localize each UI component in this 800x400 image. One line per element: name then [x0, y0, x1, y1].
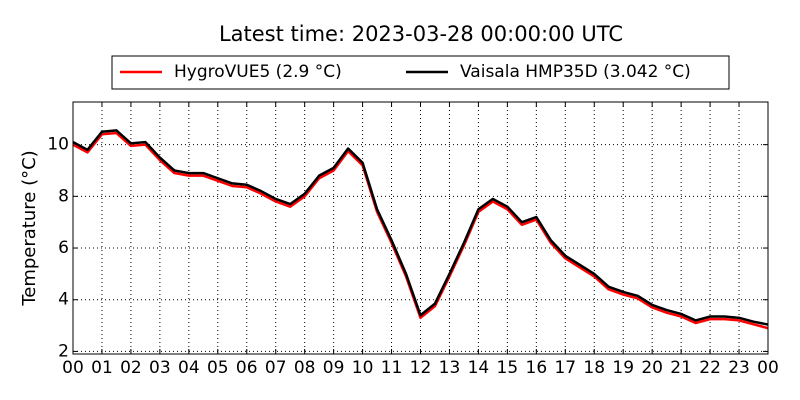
x-tick-label: 13 [439, 358, 461, 378]
x-tick-label: 00 [62, 358, 84, 378]
x-tick-label: 06 [236, 358, 258, 378]
x-tick-label: 03 [149, 358, 171, 378]
chart-title: Latest time: 2023-03-28 00:00:00 UTC [219, 22, 623, 46]
y-tick-label: 2 [58, 341, 69, 361]
x-tick-label: 20 [641, 358, 663, 378]
x-tick-label: 16 [526, 358, 548, 378]
x-tick-label: 14 [468, 358, 490, 378]
x-tick-label: 23 [728, 358, 750, 378]
x-tick-label: 08 [294, 358, 316, 378]
x-tick-label: 01 [91, 358, 113, 378]
x-tick-label: 02 [120, 358, 142, 378]
x-tick-label: 22 [699, 358, 721, 378]
legend-label: HygroVUE5 (2.9 °C) [174, 62, 342, 82]
plot-frame [72, 101, 769, 355]
y-tick-label: 6 [58, 238, 69, 258]
x-tick-label: 04 [178, 358, 200, 378]
y-axis-label: Temperature (°C) [19, 150, 40, 306]
x-tick-label: 19 [612, 358, 634, 378]
x-tick-label: 11 [381, 358, 403, 378]
x-tick-label: 17 [554, 358, 576, 378]
x-tick-label: 05 [207, 358, 229, 378]
x-tick-label: 09 [323, 358, 345, 378]
x-tick-label: 18 [583, 358, 605, 378]
y-tick-label: 4 [58, 290, 69, 310]
legend-label: Vaisala HMP35D (3.042 °C) [460, 62, 691, 82]
y-tick-label: 8 [58, 186, 69, 206]
y-tick-label: 10 [47, 135, 69, 155]
x-tick-label: 12 [410, 358, 432, 378]
x-tick-label: 00 [757, 358, 779, 378]
x-tick-label: 10 [352, 358, 374, 378]
line-series [72, 129, 769, 326]
x-tick-label: 07 [265, 358, 287, 378]
x-tick-label: 15 [497, 358, 519, 378]
line-series [72, 131, 769, 330]
x-tick-label: 21 [670, 358, 692, 378]
